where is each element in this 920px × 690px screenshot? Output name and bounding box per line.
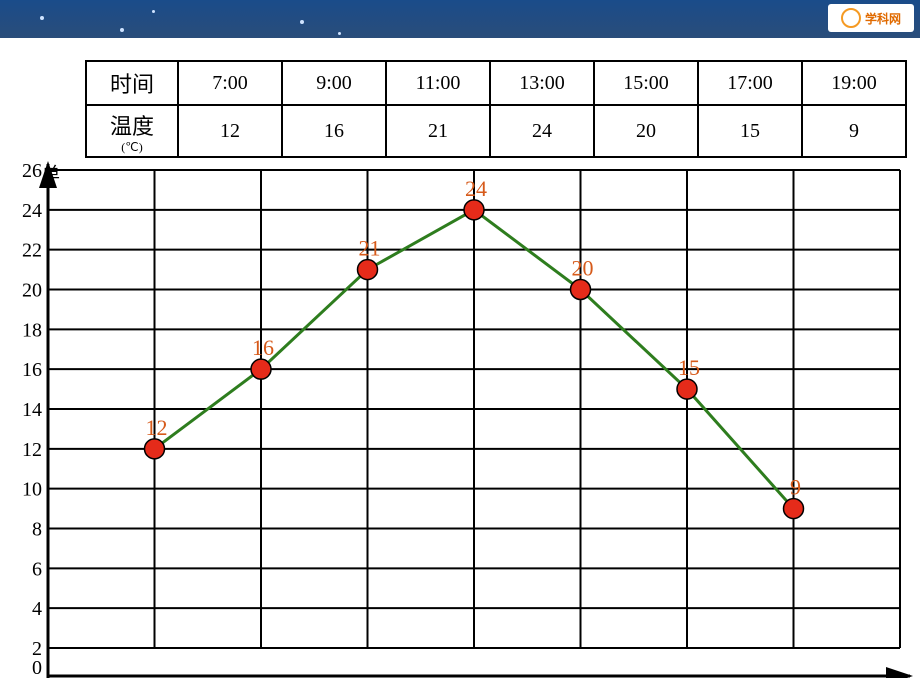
time-cell: 9:00	[282, 61, 386, 105]
svg-text:12: 12	[146, 415, 168, 440]
svg-text:20: 20	[572, 256, 594, 281]
svg-text:6: 6	[32, 558, 42, 580]
svg-text:10: 10	[22, 479, 42, 501]
temp-cell: 12	[178, 105, 282, 157]
svg-text:12: 12	[22, 439, 42, 461]
svg-text:4: 4	[32, 598, 42, 620]
title-bar: 学科网	[0, 0, 920, 38]
time-cell: 11:00	[386, 61, 490, 105]
temp-cell: 21	[386, 105, 490, 157]
slide-page: 学科网 时间 7:00 9:00 11:00 13:00 15:00 17:00…	[0, 0, 920, 690]
data-table: 时间 7:00 9:00 11:00 13:00 15:00 17:00 19:…	[85, 60, 907, 158]
table-row: 时间 7:00 9:00 11:00 13:00 15:00 17:00 19:…	[86, 61, 906, 105]
svg-text:15:00: 15:00	[558, 677, 604, 678]
temp-label: 温度	[110, 114, 154, 139]
y-axis-title: 单	[42, 160, 60, 186]
svg-text:9: 9	[790, 475, 801, 500]
svg-text:9:00: 9:00	[243, 677, 279, 678]
temp-cell: 20	[594, 105, 698, 157]
svg-text:18: 18	[22, 319, 42, 341]
svg-text:0: 0	[32, 657, 42, 678]
svg-text:24: 24	[22, 200, 42, 222]
logo-text: 学科网	[865, 10, 901, 27]
temp-cell: 16	[282, 105, 386, 157]
svg-text:21: 21	[359, 236, 381, 261]
row-label-time: 时间	[86, 61, 178, 105]
time-cell: 13:00	[490, 61, 594, 105]
svg-text:19:00: 19:00	[771, 677, 817, 678]
svg-text:14: 14	[22, 399, 42, 421]
temp-cell: 9	[802, 105, 906, 157]
site-logo: 学科网	[828, 4, 914, 32]
time-cell: 7:00	[178, 61, 282, 105]
svg-text:7:00: 7:00	[137, 677, 173, 678]
temp-unit: (℃)	[88, 141, 176, 153]
time-cell: 15:00	[594, 61, 698, 105]
svg-text:13:00: 13:00	[451, 677, 497, 678]
row-label-temp: 温度 (℃)	[86, 105, 178, 157]
time-cell: 19:00	[802, 61, 906, 105]
table-row: 温度 (℃) 12 16 21 24 20 15 9	[86, 105, 906, 157]
svg-text:11:00: 11:00	[345, 677, 390, 678]
svg-text:22: 22	[22, 240, 42, 262]
svg-text:16: 16	[22, 359, 42, 381]
line-chart: 单 24 6 8 10 12 14 16 18 20 22 24 26 0 7:00 9:00 11:00 13…	[0, 158, 920, 690]
time-cell: 17:00	[698, 61, 802, 105]
svg-text:24: 24	[465, 176, 487, 201]
svg-text:16: 16	[252, 335, 274, 360]
svg-text:17:00: 17:00	[664, 677, 710, 678]
logo-icon	[841, 8, 861, 28]
svg-text:15: 15	[678, 355, 700, 380]
temp-cell: 15	[698, 105, 802, 157]
chart-svg: 24 6 8 10 12 14 16 18 20 22 24 26 0 7:00 9:00 11:00 13:0…	[0, 158, 920, 678]
temp-cell: 24	[490, 105, 594, 157]
svg-text:20: 20	[22, 280, 42, 302]
svg-text:26: 26	[22, 160, 42, 182]
svg-text:8: 8	[32, 519, 42, 541]
